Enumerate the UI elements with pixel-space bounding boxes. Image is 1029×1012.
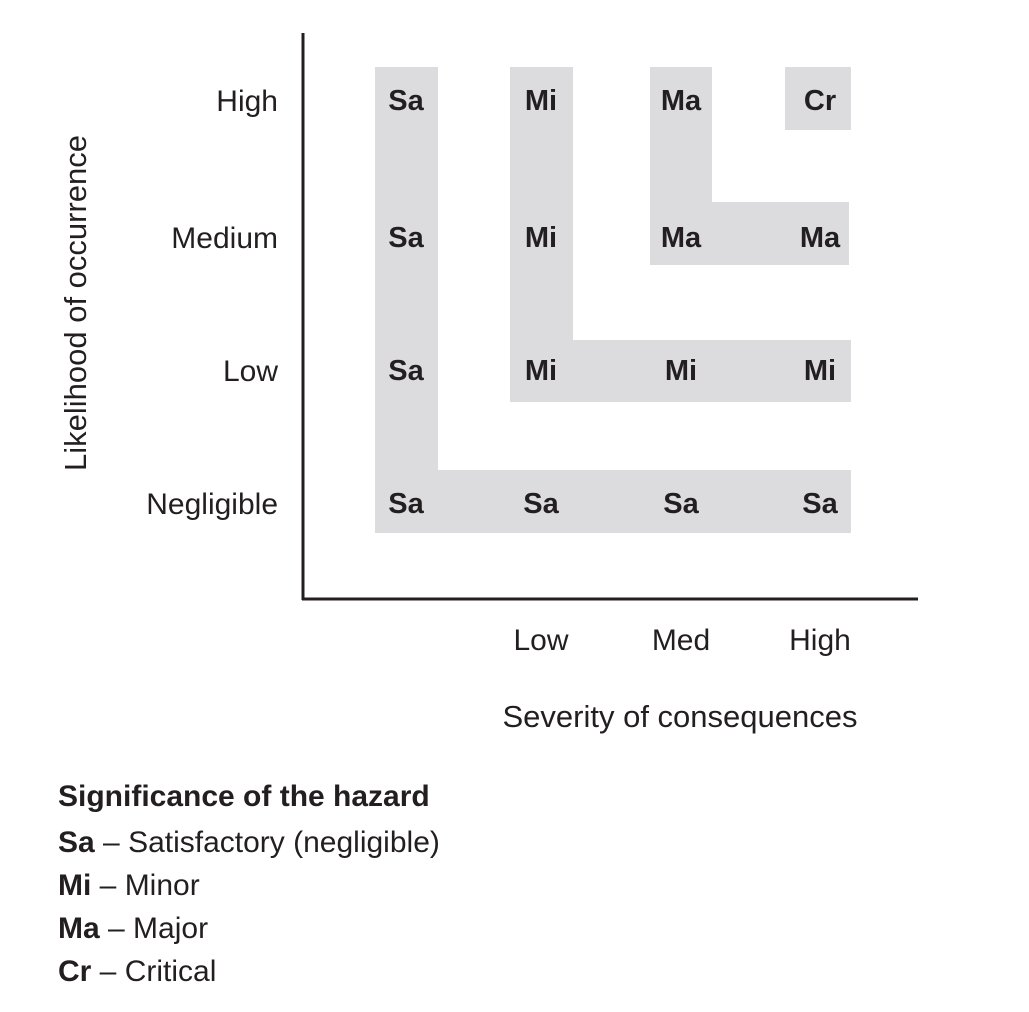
- cell-negligible-col2: Sa: [523, 488, 559, 520]
- legend-separator: –: [91, 955, 125, 988]
- critical-zone: [785, 67, 851, 130]
- column-label-low: Low: [513, 624, 568, 657]
- legend-code: Ma: [58, 912, 100, 945]
- cell-medium-col1: Sa: [388, 222, 424, 254]
- column-label-high: High: [789, 624, 851, 657]
- cell-medium-col3: Ma: [661, 222, 702, 254]
- cell-medium-col4: Ma: [800, 222, 841, 254]
- legend-meaning: Major: [133, 912, 209, 945]
- legend-code: Mi: [58, 869, 92, 902]
- legend-item-minor: Mi – Minor: [58, 864, 440, 907]
- row-label-negligible: Negligible: [146, 488, 278, 521]
- satisfactory-zone: [375, 67, 851, 533]
- legend-item-major: Ma – Major: [58, 907, 440, 950]
- legend-item-satisfactory: Sa – Satisfactory (negligible): [58, 821, 440, 864]
- row-label-medium: Medium: [171, 222, 278, 255]
- row-label-low: Low: [223, 355, 278, 388]
- x-axis-title: Severity of consequences: [503, 699, 858, 734]
- legend-title: Significance of the hazard: [58, 780, 430, 813]
- legend-separator: –: [99, 912, 134, 945]
- cell-negligible-col4: Sa: [802, 488, 838, 520]
- cell-low-col4: Mi: [804, 355, 836, 387]
- cell-low-col2: Mi: [525, 355, 557, 387]
- cell-high-col2: Mi: [525, 85, 557, 117]
- legend-meaning: Critical: [124, 955, 217, 988]
- cell-negligible-col1: Sa: [388, 488, 424, 520]
- cell-high-col1: Sa: [388, 85, 424, 117]
- major-zone: [650, 67, 849, 265]
- y-axis-title: Likelihood of occurrence: [58, 135, 93, 471]
- legend-meaning: Satisfactory (negligible): [128, 826, 440, 859]
- legend-code: Cr: [58, 955, 92, 988]
- legend: Significance of the hazard Sa – Satisfac…: [58, 778, 440, 993]
- legend-code: Sa: [58, 826, 95, 859]
- cell-high-col4: Cr: [804, 85, 836, 117]
- legend-separator: –: [94, 826, 129, 859]
- row-label-high: High: [216, 85, 278, 118]
- cell-high-col3: Ma: [661, 85, 702, 117]
- column-label-med: Med: [652, 624, 710, 657]
- legend-item-critical: Cr – Critical: [58, 950, 440, 993]
- cell-low-col1: Sa: [388, 355, 424, 387]
- cell-low-col3: Mi: [665, 355, 697, 387]
- minor-zone: [510, 67, 851, 402]
- legend-meaning: Minor: [124, 869, 200, 902]
- cell-negligible-col3: Sa: [663, 488, 699, 520]
- cell-medium-col2: Mi: [525, 222, 557, 254]
- legend-separator: –: [91, 869, 125, 902]
